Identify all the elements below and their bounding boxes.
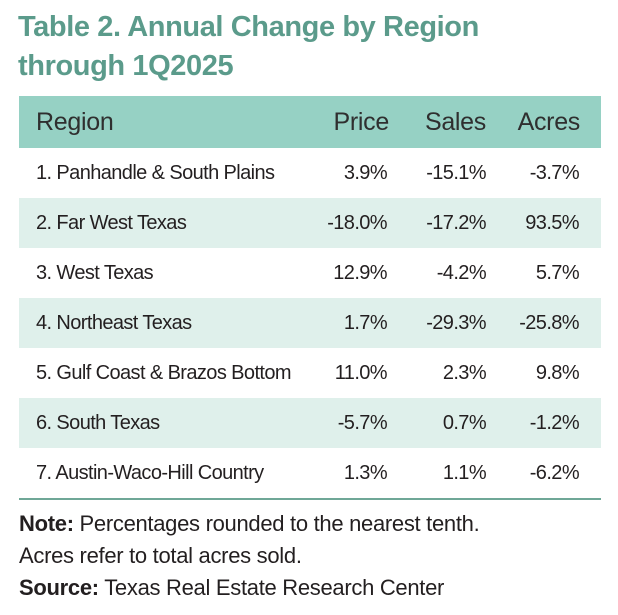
table-row: 4. Northeast Texas 1.7% -29.3% -25.8% [19,298,601,348]
cell-price: 11.0% [334,361,388,384]
cell-sales: -4.2% [436,261,487,284]
cell-region: 1. Panhandle & South Plains [36,161,275,184]
table-notes: Note: Percentages rounded to the nearest… [19,508,480,604]
source-line: Source: Texas Real Estate Research Cente… [19,572,479,604]
table-row: 3. West Texas 12.9% -4.2% 5.7% [19,248,601,298]
cell-region: 5. Gulf Coast & Brazos Bottom [36,361,292,384]
cell-acres: 9.8% [535,361,580,384]
cell-region: 6. South Texas [19,398,295,448]
note-line: Note: Percentages rounded to the nearest… [19,508,480,540]
table-row: 1. Panhandle & South Plains 3.9% -15.1% -3.… [19,148,601,198]
cell-price: -18.0% [295,198,400,248]
table-row: 7. Austin-Waco-Hill Country 1.3% 1.1% -6.2% [19,448,601,500]
table-title: Table 2. Annual Change by Region through… [18,8,479,86]
title-line-1: Table 2. Annual Change by Region [18,11,479,43]
table-row: 2. Far West Texas -18.0% -17.2% 93.5% [19,198,601,248]
header-row: Region Price Sales Acres [19,96,601,148]
header-region: Region [19,96,295,148]
region-change-table: Region Price Sales Acres 1. Panhandle & … [19,96,601,500]
cell-region: 7. Austin-Waco-Hill Country [19,448,295,500]
cell-price: 3.9% [343,161,388,184]
cell-acres: -25.8% [499,298,601,348]
header-acres: Acres [499,96,601,148]
cell-sales: -29.3% [400,298,499,348]
cell-sales: 2.3% [442,361,487,384]
cell-region: 4. Northeast Texas [19,298,295,348]
source-label: Source: [19,575,99,600]
cell-acres: -3.7% [529,161,580,184]
note-line-2: Acres refer to total acres sold. [19,543,302,568]
cell-price: 1.7% [295,298,400,348]
table-row: 6. South Texas -5.7% 0.7% -1.2% [19,398,601,448]
cell-price: -5.7% [295,398,400,448]
note-label: Note: [19,511,74,536]
table-row: 5. Gulf Coast & Brazos Bottom 11.0% 2.3% 9.… [19,348,601,398]
cell-price: 12.9% [333,261,387,284]
cell-sales: -15.1% [426,161,486,184]
cell-region: 2. Far West Texas [19,198,295,248]
cell-sales: 0.7% [400,398,499,448]
source-text: Texas Real Estate Research Center [98,575,445,600]
header-price: Price [295,96,400,148]
cell-acres: 5.7% [535,261,580,284]
cell-region: 3. West Texas [36,261,154,284]
cell-sales: 1.1% [400,448,499,500]
title-line-2: through 1Q2025 [18,50,234,82]
header-sales: Sales [400,96,499,148]
note-text: Percentages rounded to the nearest tenth… [73,511,480,536]
cell-acres: 93.5% [499,198,601,248]
cell-price: 1.3% [295,448,400,500]
cell-sales: -17.2% [400,198,499,248]
cell-acres: -6.2% [499,448,601,500]
cell-acres: -1.2% [499,398,601,448]
